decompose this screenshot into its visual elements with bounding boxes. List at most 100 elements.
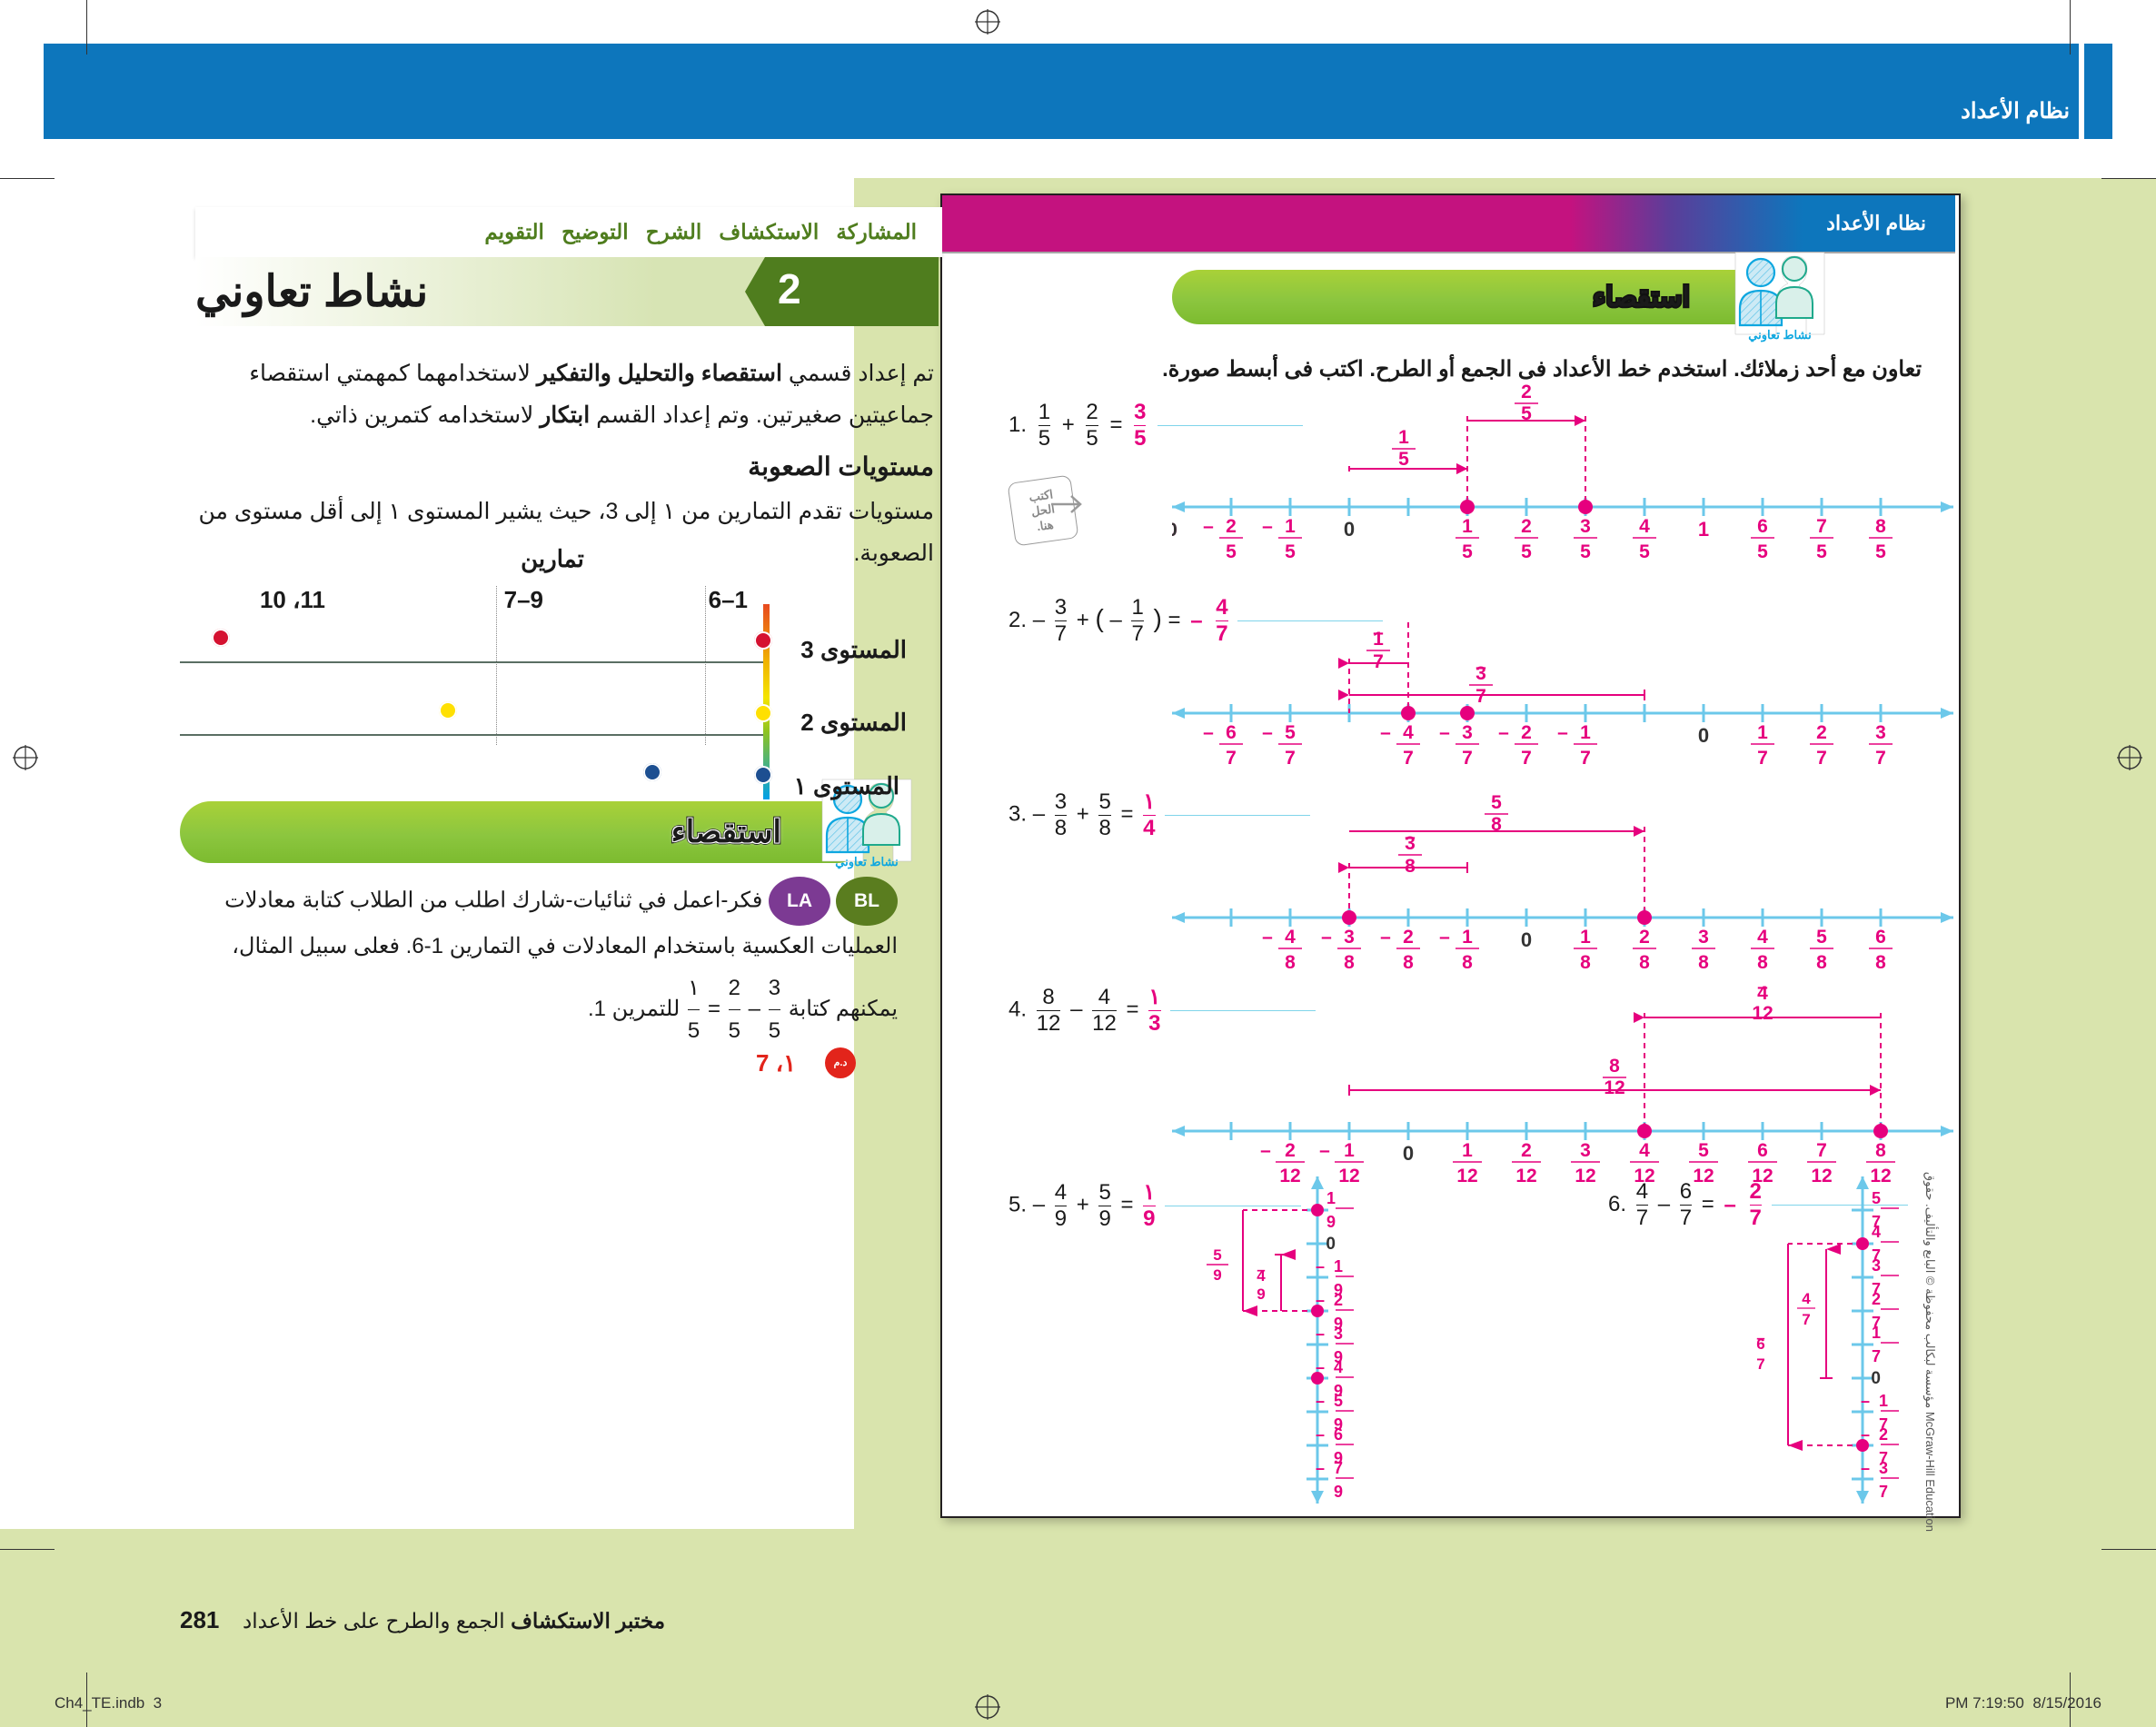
svg-text:2: 2 (1521, 382, 1532, 402)
svg-text:8: 8 (1491, 814, 1502, 835)
svg-text:–: – (1380, 722, 1391, 743)
svg-text:7: 7 (1816, 748, 1827, 768)
svg-text:5: 5 (1872, 1189, 1881, 1207)
svg-text:3: 3 (1879, 1459, 1888, 1477)
svg-text:5: 5 (1757, 541, 1768, 561)
svg-text:2: 2 (1521, 722, 1532, 743)
svg-text:1: 1 (1398, 427, 1409, 448)
svg-text:1: 1 (1580, 927, 1591, 948)
svg-text:–: – (1316, 1459, 1325, 1477)
svg-text:5: 5 (1334, 1392, 1343, 1410)
svg-text:0: 0 (1403, 1142, 1414, 1165)
svg-text:8: 8 (1757, 952, 1768, 972)
svg-text:7: 7 (1879, 1483, 1888, 1501)
svg-text:8: 8 (1580, 952, 1591, 972)
svg-text:7: 7 (1226, 748, 1237, 768)
svg-text:–: – (1861, 1392, 1870, 1410)
svg-text:–: – (1316, 1291, 1325, 1309)
svg-text:1: 1 (1344, 1140, 1355, 1161)
svg-text:–: – (1316, 1392, 1325, 1410)
svg-text:4: 4 (1334, 1358, 1343, 1376)
svg-text:–: – (1756, 1329, 1764, 1346)
svg-text:3: 3 (1580, 516, 1591, 537)
svg-text:7: 7 (1816, 1140, 1827, 1161)
svg-text:1: 1 (1872, 1324, 1881, 1342)
svg-text:8: 8 (1875, 516, 1886, 537)
svg-text:–: – (1861, 1459, 1870, 1477)
svg-text:9: 9 (1326, 1213, 1336, 1231)
svg-text:5: 5 (1521, 403, 1532, 424)
svg-text:8: 8 (1405, 856, 1416, 877)
svg-text:9: 9 (1257, 1285, 1265, 1303)
svg-text:6: 6 (1757, 1140, 1768, 1161)
svg-text:5: 5 (1398, 449, 1409, 470)
svg-text:3: 3 (1698, 927, 1709, 948)
svg-text:8: 8 (1403, 952, 1414, 972)
svg-text:5: 5 (1875, 541, 1886, 561)
svg-text:12: 12 (1456, 1166, 1477, 1186)
svg-text:نشاط تعاوني: نشاط تعاوني (835, 855, 898, 869)
svg-text:–: – (1557, 722, 1568, 743)
svg-text:2: 2 (1521, 516, 1532, 537)
svg-text:–: – (1316, 1425, 1325, 1444)
svg-text:7: 7 (1757, 748, 1768, 768)
svg-text:12: 12 (1515, 1166, 1536, 1186)
svg-text:7: 7 (1802, 1311, 1810, 1328)
svg-text:4: 4 (1802, 1290, 1811, 1307)
svg-text:1: 1 (1462, 1140, 1473, 1161)
svg-text:3: 3 (1334, 1325, 1343, 1343)
svg-text:7: 7 (1756, 1355, 1764, 1373)
svg-text:–: – (1321, 927, 1332, 948)
svg-text:4: 4 (1872, 1223, 1881, 1241)
svg-text:2: 2 (1872, 1290, 1881, 1308)
svg-text:3: 3 (1875, 722, 1886, 743)
svg-text:–: – (1439, 722, 1450, 743)
svg-text:–: – (1260, 1140, 1271, 1161)
svg-text:0: 0 (1871, 1369, 1881, 1388)
svg-text:8: 8 (1875, 1140, 1886, 1161)
svg-text:5: 5 (1521, 541, 1532, 561)
svg-text:–: – (1203, 516, 1214, 537)
svg-text:2: 2 (1334, 1291, 1343, 1309)
svg-text:–: – (1405, 827, 1416, 848)
svg-text:–: – (1319, 1140, 1330, 1161)
svg-text:0: 0 (1326, 1235, 1336, 1254)
svg-text:4: 4 (1639, 516, 1650, 537)
svg-text:5: 5 (1285, 541, 1296, 561)
svg-text:–: – (1373, 622, 1384, 643)
svg-text:8: 8 (1285, 952, 1296, 972)
svg-text:–: – (1380, 927, 1391, 948)
svg-text:7: 7 (1462, 748, 1473, 768)
svg-text:12: 12 (1604, 1077, 1624, 1098)
svg-text:1: 1 (1462, 927, 1473, 948)
svg-text:2: 2 (1285, 1140, 1296, 1161)
svg-text:7: 7 (1334, 1459, 1343, 1477)
svg-text:3: 3 (1580, 1140, 1591, 1161)
svg-text:8: 8 (1344, 952, 1355, 972)
svg-text:8: 8 (1698, 952, 1709, 972)
svg-text:7: 7 (1373, 651, 1384, 672)
svg-text:4: 4 (1403, 722, 1414, 743)
svg-text:–: – (1475, 657, 1486, 678)
svg-text:0: 0 (1698, 724, 1709, 747)
svg-text:1: 1 (1757, 722, 1768, 743)
svg-text:1: 1 (1462, 516, 1473, 537)
svg-text:–: – (1262, 927, 1273, 948)
svg-text:5: 5 (1816, 541, 1827, 561)
svg-text:–: – (1257, 1261, 1265, 1278)
svg-text:7: 7 (1521, 748, 1532, 768)
svg-text:8: 8 (1609, 1056, 1620, 1077)
svg-text:7: 7 (1872, 1347, 1881, 1365)
svg-text:5: 5 (1698, 1140, 1709, 1161)
svg-text:5: 5 (1226, 541, 1237, 561)
svg-text:–: – (1316, 1358, 1325, 1376)
svg-text:5: 5 (1213, 1246, 1221, 1264)
svg-text:7: 7 (1403, 748, 1414, 768)
svg-text:7: 7 (1475, 686, 1486, 707)
svg-text:2: 2 (1521, 1140, 1532, 1161)
svg-text:–: – (1861, 1425, 1870, 1444)
svg-text:2: 2 (1879, 1425, 1888, 1444)
svg-text:–: – (1262, 516, 1273, 537)
svg-text:7: 7 (1580, 748, 1591, 768)
svg-text:–: – (1498, 722, 1509, 743)
